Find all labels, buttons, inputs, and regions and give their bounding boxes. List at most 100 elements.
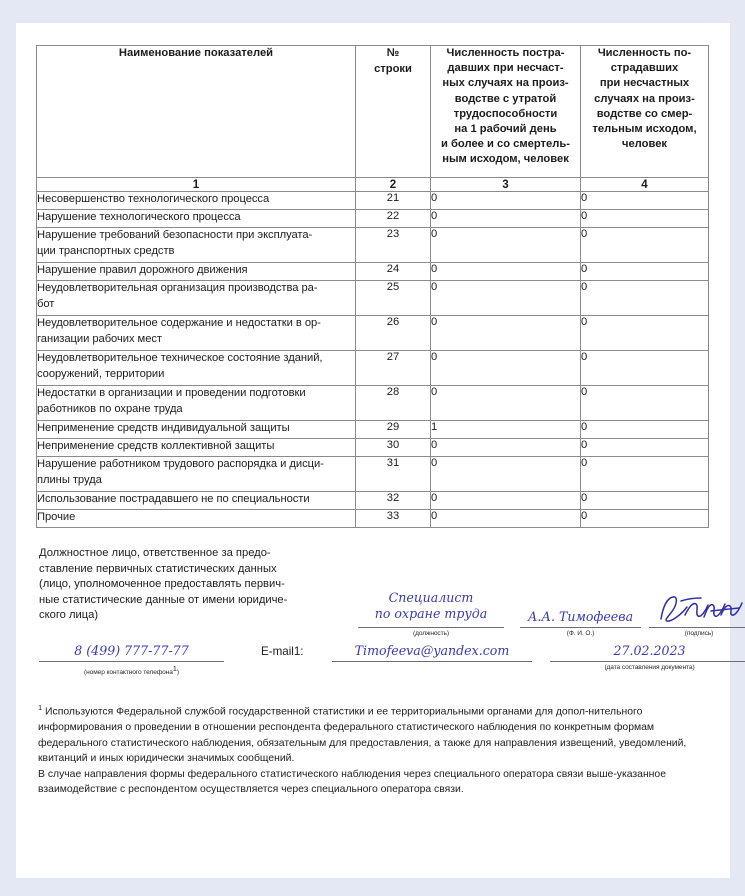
cell-indicator-name: Использование пострадавшего не по специа… [36, 491, 356, 510]
header-row-number: № строки [355, 45, 431, 178]
cell-indicator-name: Нарушение правил дорожного движения [36, 262, 356, 281]
field-signature[interactable]: (подпись) [649, 596, 745, 637]
header-row-number-line2: строки [374, 62, 412, 75]
date-caption: (дата составления документа) [604, 664, 695, 671]
phone-caption-tail: ) [176, 669, 179, 677]
signature-caption: (подпись) [684, 630, 714, 637]
field-full-name[interactable]: А.А. Тимофеева (Ф. И. О.) [520, 609, 641, 637]
table-row: Использование пострадавшего не по специа… [36, 491, 709, 510]
cell-indicator-name: Несовершенство технологического процесса [36, 191, 356, 210]
handwritten-signature-icon [660, 596, 743, 622]
table-row: Непримeнение средств индивидуальной защи… [36, 420, 709, 439]
table-row: Несовершенство технологического процесса… [36, 191, 709, 210]
field-date[interactable]: 27.02.2023 (дата составления документа) [550, 643, 745, 671]
c4-l2: страдавших [610, 62, 679, 75]
email-value: Timofeeva@yandex.com [332, 643, 532, 662]
table-row: Прочие 33 0 0 [36, 509, 709, 528]
cell-value-col3[interactable]: 0 [430, 315, 581, 351]
table-row: Непримeнение средств коллективной защиты… [36, 438, 709, 457]
cell-value-col4[interactable]: 0 [580, 350, 709, 386]
cell-indicator-name: Неудовлетворительная организация произво… [36, 280, 356, 316]
full-name-value: А.А. Тимофеева [520, 609, 641, 628]
c3-l4: водстве с утратой [454, 92, 557, 105]
cell-row-number: 27 [355, 350, 431, 386]
cell-value-col3[interactable]: 0 [430, 385, 581, 421]
column-number-1: 1 [36, 177, 356, 192]
cell-indicator-name: Недостатки в организации и проведении по… [36, 385, 356, 421]
header-injured-fatal: Численность по- страдавших при несчастны… [580, 45, 709, 178]
c4-l4: случаях на произ- [594, 92, 695, 105]
position-caption: (должность) [413, 630, 449, 637]
cell-row-number: 33 [355, 509, 431, 528]
cell-row-number: 23 [355, 227, 431, 263]
c3-l6: на 1 рабочий день [454, 123, 557, 136]
cell-value-col4[interactable]: 0 [580, 385, 709, 421]
phone-caption: (номер контактного телефона1) [39, 664, 224, 676]
injury-causes-table: Наименование показателей № строки Числен… [36, 45, 709, 528]
cell-value-col4[interactable]: 0 [580, 456, 709, 492]
table-row: Недостатки в организации и проведении по… [36, 385, 709, 421]
cell-value-col4[interactable]: 0 [580, 491, 709, 510]
cell-row-number: 30 [355, 438, 431, 457]
cell-value-col4[interactable]: 0 [580, 420, 709, 439]
header-row-number-line1: № [386, 47, 400, 59]
cell-indicator-name: Нарушение работником трудового распорядк… [36, 456, 356, 492]
cell-value-col4[interactable]: 0 [580, 509, 709, 528]
cell-value-col3[interactable]: 0 [430, 491, 581, 510]
table-body: Несовершенство технологического процесса… [36, 191, 709, 528]
footnote-paragraph-2: В случае направления формы федерального … [38, 768, 666, 796]
cell-value-col3[interactable]: 0 [430, 191, 581, 210]
table-header-row: Наименование показателей № строки Числен… [36, 45, 709, 178]
cell-row-number: 21 [355, 191, 431, 210]
cell-row-number: 24 [355, 262, 431, 281]
cell-value-col4[interactable]: 0 [580, 280, 709, 316]
cell-indicator-name: Непримeнение средств коллективной защиты [36, 438, 356, 457]
cell-value-col3[interactable]: 0 [430, 262, 581, 281]
field-email[interactable]: Timofeeva@yandex.com [332, 643, 532, 662]
phone-caption-text: (номер контактного телефона [84, 669, 173, 677]
cell-value-col4[interactable]: 0 [580, 438, 709, 457]
phone-value: 8 (499) 777-77-77 [39, 643, 224, 662]
cell-value-col3[interactable]: 0 [430, 438, 581, 457]
cell-indicator-name: Неудовлетворительное техническое состоян… [36, 350, 356, 386]
table-row: Неудовлетворительное содержание и недост… [36, 315, 709, 351]
header-indicator-name: Наименование показателей [36, 45, 356, 178]
cell-value-col3[interactable]: 0 [430, 509, 581, 528]
table-row: Нарушение требований безопасности при эк… [36, 227, 709, 263]
cell-value-col3[interactable]: 0 [430, 280, 581, 316]
table-header: Наименование показателей № строки Числен… [36, 45, 709, 192]
field-phone[interactable]: 8 (499) 777-77-77 (номер контактного тел… [39, 643, 224, 676]
header-injured-workdays: Численность постра- давших при несчаст- … [430, 45, 581, 178]
cell-value-col3[interactable]: 0 [430, 227, 581, 263]
c3-l5: трудоспособности [453, 107, 558, 120]
cell-row-number: 31 [355, 456, 431, 492]
cell-value-col3[interactable]: 0 [430, 209, 581, 228]
cell-indicator-name: Нарушение технологического процесса [36, 209, 356, 228]
cell-value-col3[interactable]: 0 [430, 350, 581, 386]
c4-l1: Численность по- [597, 47, 692, 59]
c3-l3: ных случаях на произ- [442, 77, 569, 90]
column-number-2: 2 [355, 177, 431, 192]
cell-indicator-name: Непримeнение средств индивидуальной защи… [36, 420, 356, 439]
cell-value-col4[interactable]: 0 [580, 315, 709, 351]
c4-l3: при несчастных [599, 77, 690, 90]
cell-value-col4[interactable]: 0 [580, 262, 709, 281]
document-sheet: Наименование показателей № строки Числен… [16, 23, 745, 878]
footnote-paragraph-1: 1 Используются Федеральной службой госуд… [38, 700, 708, 767]
cell-value-col4[interactable]: 0 [580, 191, 709, 210]
column-number-3: 3 [430, 177, 581, 192]
cell-value-col3[interactable]: 1 [430, 420, 581, 439]
footnote-block: 1 Используются Федеральной службой госуд… [36, 700, 708, 798]
phone-caption-footnote-marker: 1 [172, 664, 177, 673]
table-row: Нарушение технологического процесса 22 0 0 [36, 209, 709, 228]
c4-l5: водстве со смер- [596, 107, 693, 120]
cell-value-col4[interactable]: 0 [580, 209, 709, 228]
cell-indicator-name: Неудовлетворительное содержание и недост… [36, 315, 356, 351]
responsible-person-description: Должностное лицо, ответственное за предо… [39, 547, 288, 622]
position-value-line1: Специалист [388, 590, 474, 605]
cell-value-col4[interactable]: 0 [580, 227, 709, 263]
cell-value-col3[interactable]: 0 [430, 456, 581, 492]
sheet-content: Наименование показателей № строки Числен… [36, 45, 745, 798]
field-position[interactable]: Специалист по охране труда (должность) [358, 590, 504, 637]
table-row: Нарушение правил дорожного движения 24 0 0 [36, 262, 709, 281]
